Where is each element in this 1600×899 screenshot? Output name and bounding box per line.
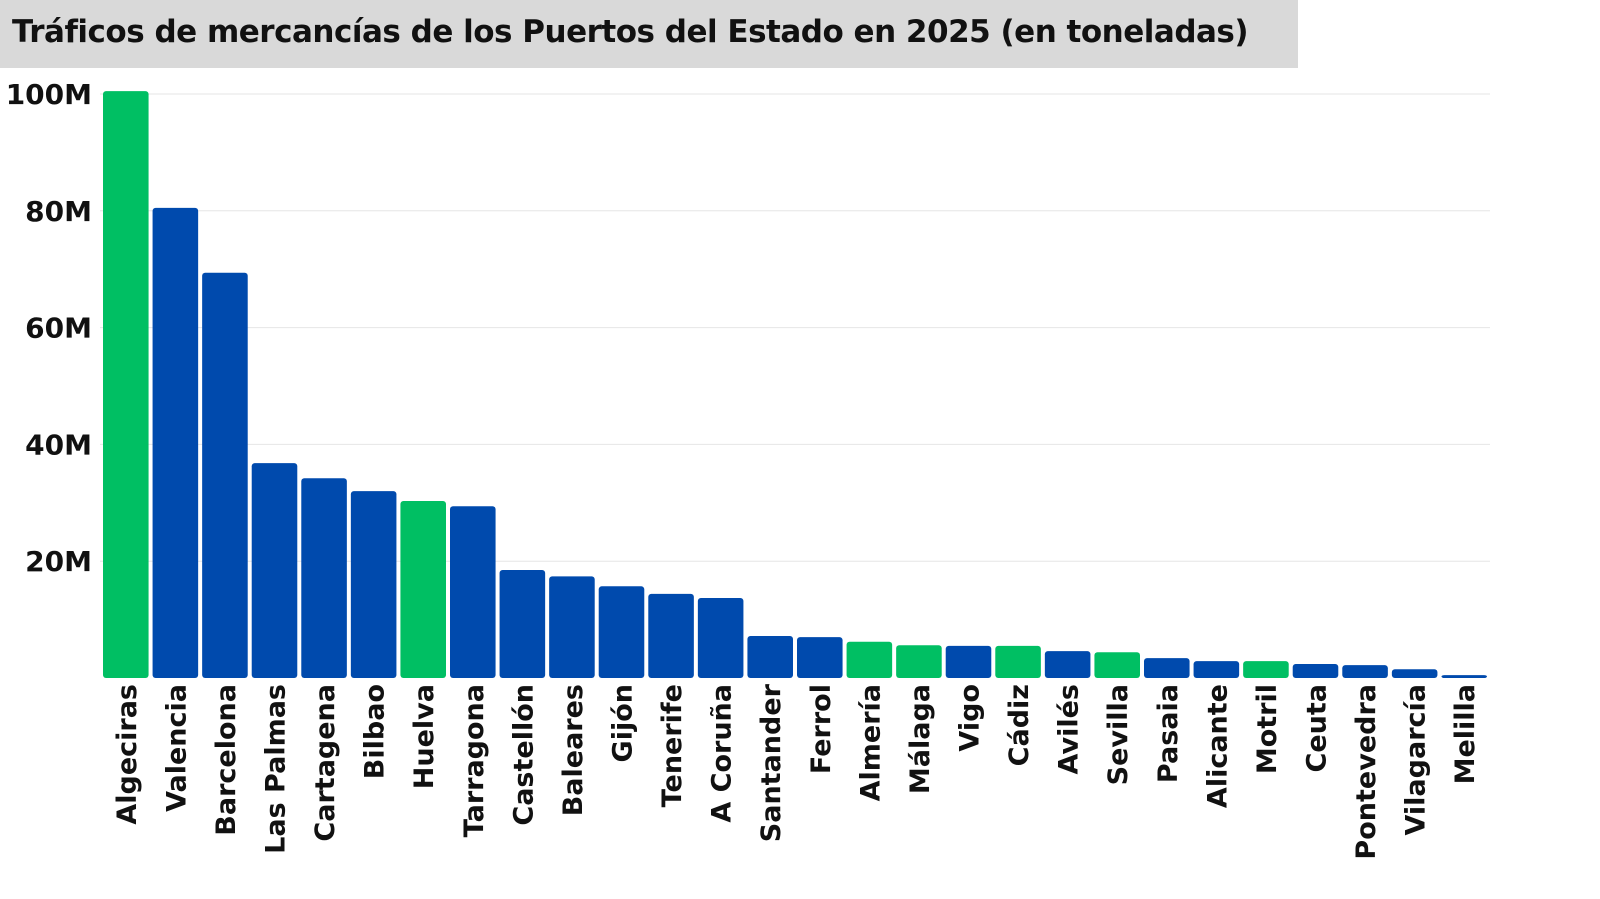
- x-tick-label: Santander: [756, 683, 787, 842]
- y-tick-label: 100M: [6, 78, 92, 111]
- x-tick-label: Algeciras: [112, 684, 143, 825]
- bar-almería: [846, 641, 893, 678]
- bar-sevilla: [1094, 652, 1140, 678]
- bar-baleares: [549, 576, 595, 678]
- x-tick-label: Ferrol: [806, 684, 837, 774]
- bar-valencia: [152, 207, 199, 678]
- y-tick-label: 80M: [25, 195, 92, 228]
- bar-las-palmas: [251, 463, 298, 678]
- bar-cartagena: [301, 478, 347, 678]
- x-tick-label: Las Palmas: [261, 684, 292, 854]
- x-tick-label: Cádiz: [1004, 684, 1035, 766]
- title-bar: Tráficos de mercancías de los Puertos de…: [0, 0, 1298, 68]
- bar-alicante: [1193, 661, 1240, 678]
- x-tick-label: Gijón: [608, 684, 639, 762]
- bar-ceuta: [1292, 663, 1339, 678]
- bar-melilla: [1441, 675, 1487, 678]
- x-tick-label: A Coruña: [707, 684, 738, 823]
- x-tick-label: Valencia: [161, 684, 192, 812]
- bar-algeciras: [103, 91, 149, 678]
- x-tick-label: Almería: [855, 684, 886, 801]
- x-tick-label: Castellón: [508, 684, 539, 826]
- chart-title: Tráficos de mercancías de los Puertos de…: [12, 14, 1249, 50]
- bar-ferrol: [797, 637, 843, 678]
- x-tick-label: Pasaia: [1153, 684, 1184, 783]
- y-tick-label: 20M: [25, 545, 92, 578]
- y-tick-label: 40M: [25, 428, 92, 461]
- x-tick-label: Avilés: [1054, 684, 1085, 774]
- x-tick-label: Tarragona: [459, 684, 490, 837]
- x-tick-label: Melilla: [1450, 684, 1481, 784]
- x-tick-label: Barcelona: [211, 684, 242, 836]
- bar-huelva: [400, 501, 446, 678]
- x-tick-label: Tenerife: [657, 684, 688, 807]
- x-tick-label: Pontevedra: [1351, 684, 1382, 860]
- x-tick-label: Málaga: [905, 684, 936, 794]
- x-tick-label: Ceuta: [1302, 684, 1333, 772]
- bar-barcelona: [202, 272, 248, 678]
- x-tick-label: Sevilla: [1103, 684, 1134, 785]
- bar-gijón: [598, 586, 645, 678]
- x-tick-label: Baleares: [558, 684, 589, 816]
- x-tick-label: Vilagarcía: [1401, 684, 1432, 836]
- bar-avilés: [1044, 651, 1091, 678]
- x-tick-label: Vigo: [955, 684, 986, 752]
- bar-tarragona: [450, 506, 496, 678]
- bar-bilbao: [350, 491, 397, 678]
- bar-málaga: [896, 645, 942, 678]
- x-tick-label: Cartagena: [310, 684, 341, 842]
- bar-castellón: [499, 569, 546, 678]
- x-tick-label: Motril: [1252, 684, 1283, 774]
- x-tick-label: Bilbao: [360, 684, 391, 779]
- bar-santander: [747, 635, 793, 678]
- bar-pasaia: [1144, 658, 1190, 678]
- bar-cádiz: [995, 645, 1041, 678]
- bar-vigo: [945, 645, 992, 678]
- bar-pontevedra: [1342, 665, 1388, 678]
- y-tick-label: 60M: [25, 312, 92, 345]
- bar-motril: [1243, 661, 1289, 678]
- bar-tenerife: [648, 593, 694, 678]
- x-tick-label: Huelva: [409, 684, 440, 789]
- bar-a-coruña: [697, 597, 744, 678]
- x-tick-label: Alicante: [1202, 684, 1233, 808]
- bar-vilagarcía: [1391, 669, 1438, 678]
